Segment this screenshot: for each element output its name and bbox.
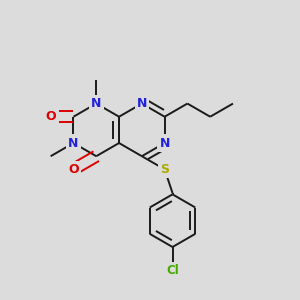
Text: S: S xyxy=(160,163,169,176)
Text: O: O xyxy=(46,110,56,123)
Text: Cl: Cl xyxy=(166,264,179,277)
Text: O: O xyxy=(68,163,79,176)
Text: N: N xyxy=(68,136,79,149)
Text: N: N xyxy=(159,136,170,149)
Text: N: N xyxy=(91,97,101,110)
Text: N: N xyxy=(136,97,147,110)
